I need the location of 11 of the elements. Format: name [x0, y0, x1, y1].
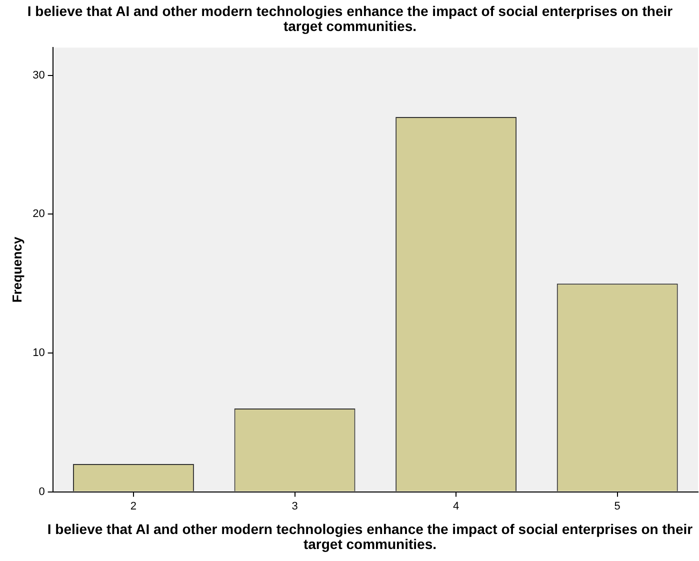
chart-title: I believe that AI and other modern technologies enhance the impact of social enterprises on their target communities. — [26, 3, 674, 34]
x-tick-label: 2 — [130, 500, 137, 512]
y-axis-title: Frequency — [9, 236, 24, 303]
y-tick-label: 10 — [32, 347, 45, 360]
x-axis-title: I believe that AI and other modern technologies enhance the impact of social enterprises on their target communities. — [46, 521, 694, 552]
x-tick-label: 3 — [292, 500, 298, 512]
x-tick-label: 4 — [453, 500, 460, 512]
y-tick-label: 20 — [32, 208, 45, 220]
y-tick-label: 30 — [32, 69, 45, 82]
y-tick-label: 0 — [38, 486, 45, 498]
x-tick-label: 5 — [614, 500, 620, 512]
